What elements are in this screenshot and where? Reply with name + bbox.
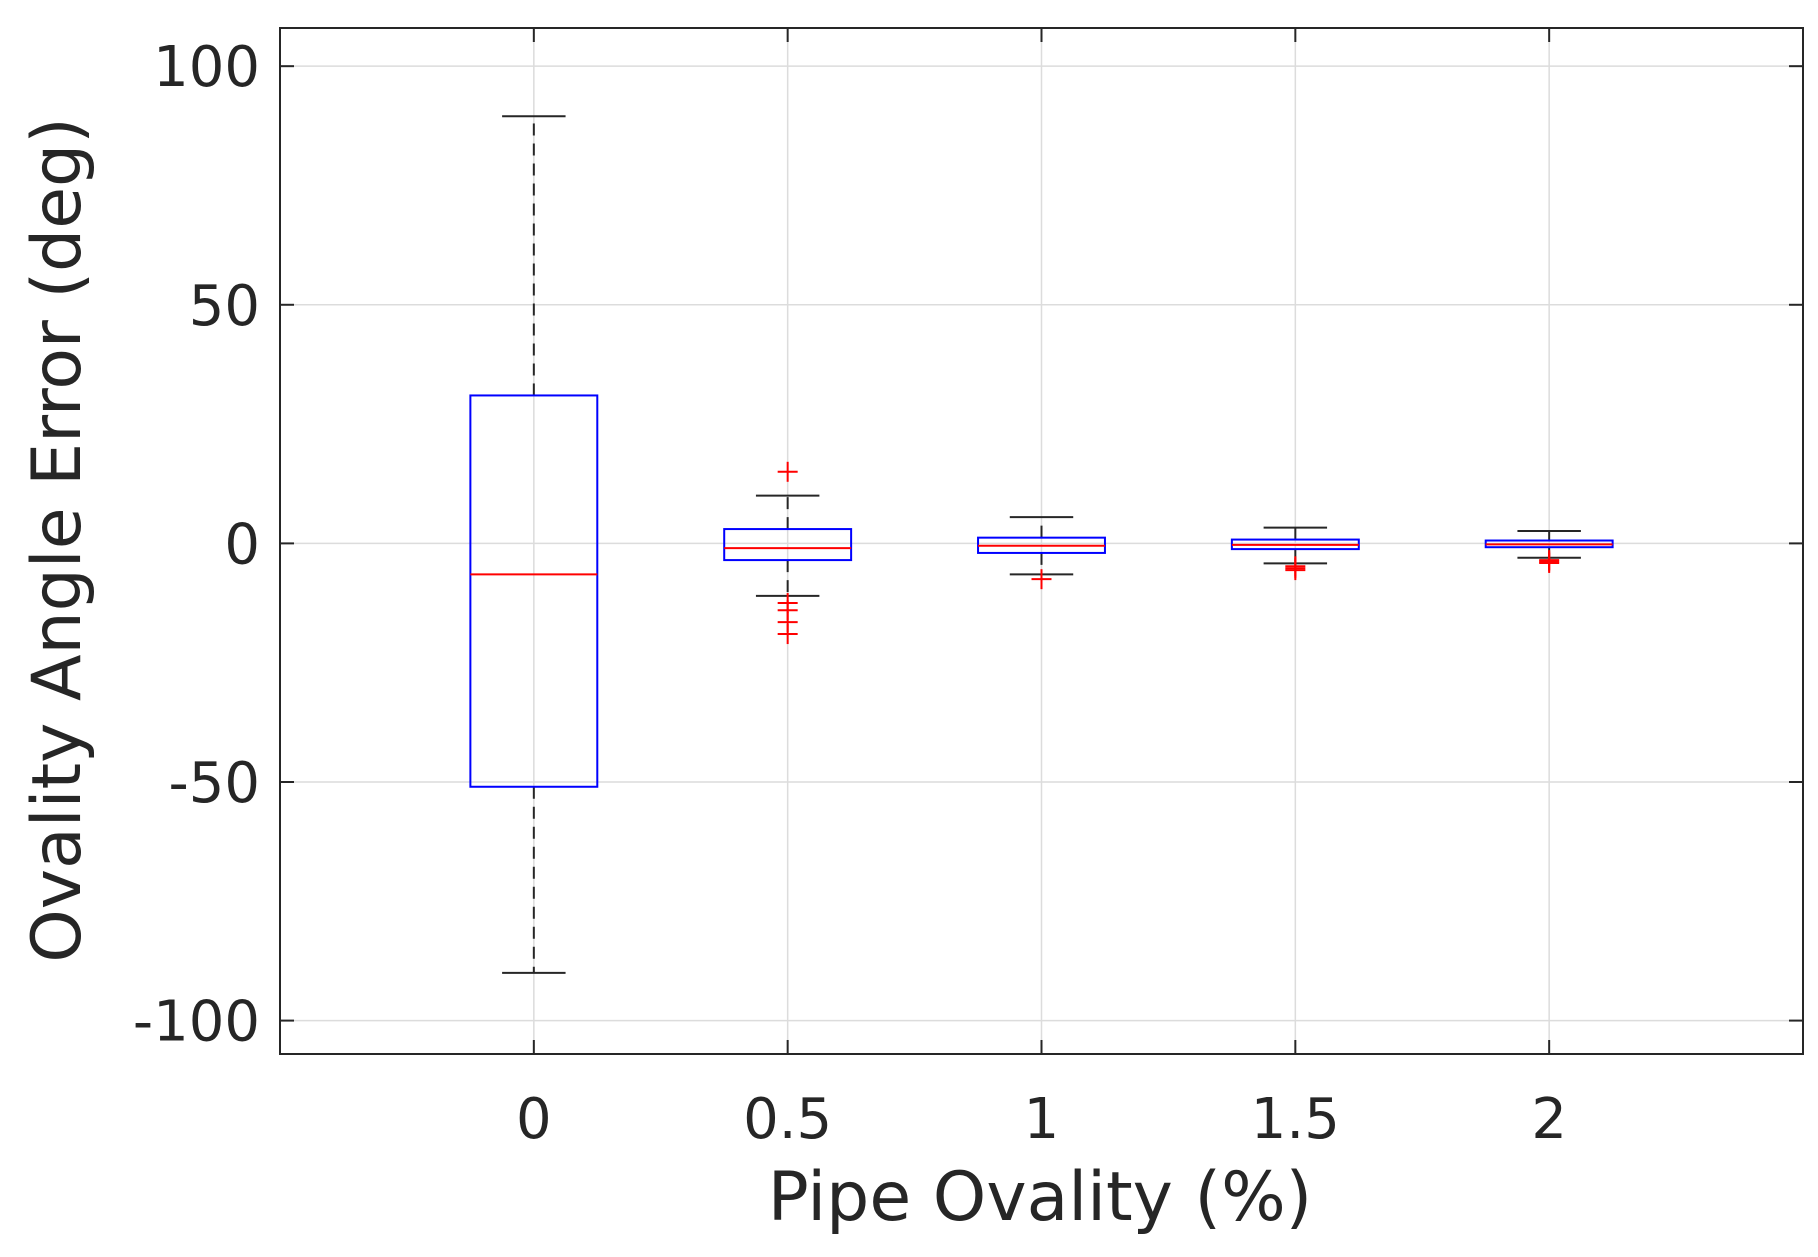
y-tick-label: -50 — [169, 751, 260, 816]
box-group — [1484, 529, 1614, 573]
box-group — [1230, 526, 1360, 581]
box-series — [469, 115, 1614, 974]
iqr-box — [469, 394, 599, 788]
box-group — [977, 516, 1106, 590]
outlier-marker — [777, 461, 798, 482]
x-tick-label: 2 — [1531, 1087, 1567, 1152]
y-axis-title: Ovality Angle Error (deg) — [18, 117, 97, 962]
y-tick-label: 50 — [189, 274, 260, 339]
y-tick-label: -100 — [133, 990, 260, 1055]
x-tick-label: 1.5 — [1251, 1087, 1340, 1152]
outlier-marker — [777, 624, 798, 645]
x-tick-label: 0.5 — [743, 1087, 832, 1152]
outlier-marker — [1285, 560, 1306, 581]
tick-labels: -100 -50 0 50 100 0 0.5 1 1.5 2 — [133, 35, 1567, 1152]
x-tick-label: 1 — [1024, 1087, 1060, 1152]
axes — [279, 27, 1804, 1055]
box-group — [469, 115, 599, 974]
box-group — [723, 461, 853, 645]
outlier-marker — [1031, 569, 1052, 590]
outlier-marker — [1539, 552, 1560, 573]
x-axis-title: Pipe Ovality (%) — [768, 1158, 1312, 1237]
y-tick-label: 100 — [153, 35, 260, 100]
y-tick-label: 0 — [224, 512, 260, 577]
x-tick-label: 0 — [516, 1087, 552, 1152]
iqr-box — [723, 528, 853, 562]
